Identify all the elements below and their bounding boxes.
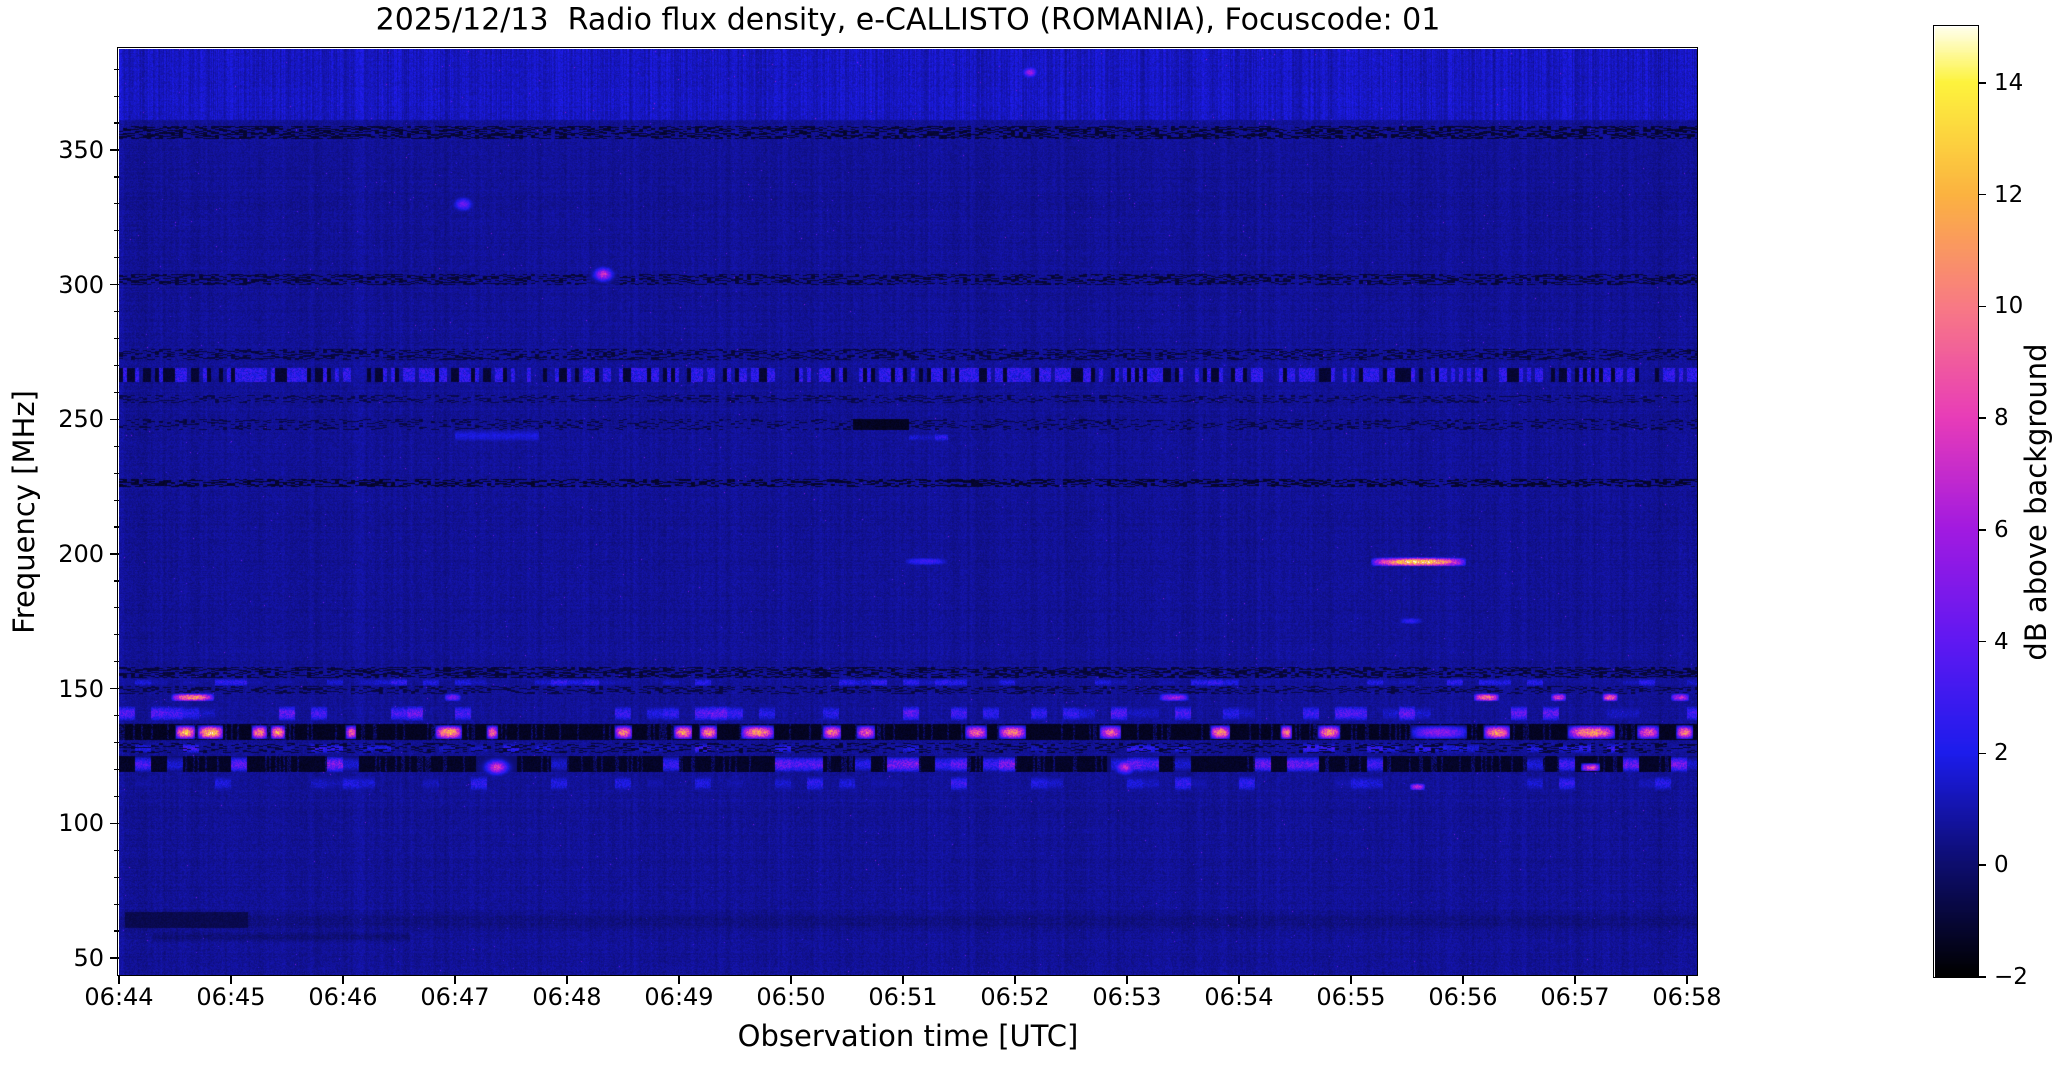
x-tick-label: 06:54: [1204, 983, 1274, 1011]
colorbar-tick: [1978, 417, 1986, 419]
y-minor-tick: [114, 526, 119, 528]
x-axis-tick: [1574, 975, 1576, 984]
y-axis-tick: [110, 957, 119, 959]
y-axis-tick: [110, 553, 119, 555]
y-tick-label: 300: [58, 270, 104, 299]
y-minor-tick: [114, 68, 119, 70]
y-minor-tick: [114, 122, 119, 124]
y-minor-tick: [114, 849, 119, 851]
chart-title: 2025/12/13 Radio flux density, e-CALLIST…: [375, 2, 1441, 38]
colorbar-tick: [1978, 640, 1986, 643]
y-minor-tick: [114, 741, 119, 744]
y-minor-tick: [114, 607, 119, 609]
x-tick-label: 06:46: [308, 983, 378, 1011]
y-minor-tick: [114, 715, 119, 717]
y-minor-tick: [114, 768, 119, 771]
colorbar-tick-label: 14: [1994, 69, 2024, 96]
y-axis-tick: [110, 149, 119, 151]
colorbar-tick: [1978, 193, 1986, 196]
x-tick-label: 06:45: [196, 983, 266, 1011]
y-minor-tick: [114, 930, 119, 932]
x-axis-tick: [1014, 975, 1016, 984]
y-tick-label: 250: [58, 405, 104, 434]
y-tick-label: 150: [58, 674, 104, 703]
y-minor-tick: [114, 903, 119, 905]
x-tick-label: 06:50: [756, 983, 826, 1011]
colorbar-tick-label: −2: [1994, 964, 2028, 990]
x-axis-tick: [566, 975, 568, 984]
y-minor-tick: [114, 95, 119, 97]
x-axis-tick: [1238, 975, 1240, 984]
colorbar-tick-label: 2: [1994, 740, 2009, 767]
colorbar-tick-label: 12: [1994, 181, 2024, 208]
y-tick-label: 200: [58, 540, 104, 569]
x-axis-tick: [118, 975, 120, 984]
y-minor-tick: [114, 580, 119, 582]
x-axis-tick: [1462, 975, 1464, 984]
colorbar-tick: [1978, 864, 1986, 867]
x-axis-tick: [1350, 975, 1352, 984]
y-axis-tick: [110, 418, 119, 421]
colorbar-tick: [1978, 752, 1986, 755]
y-minor-tick: [114, 472, 119, 474]
y-minor-tick: [114, 445, 119, 447]
y-minor-tick: [114, 499, 119, 501]
x-tick-label: 06:48: [532, 983, 602, 1011]
colorbar-tick-label: 6: [1994, 516, 2009, 543]
y-minor-tick: [114, 634, 119, 636]
x-tick-label: 06:51: [868, 983, 938, 1011]
y-minor-tick: [114, 257, 119, 259]
y-axis-tick: [110, 687, 119, 690]
colorbar-label: dB above background: [2019, 343, 2053, 661]
y-minor-tick: [114, 311, 119, 313]
x-axis-tick: [454, 975, 456, 984]
y-minor-tick: [114, 795, 119, 797]
x-tick-label: 06:57: [1540, 983, 1610, 1011]
y-minor-tick: [114, 364, 119, 367]
y-minor-tick: [114, 876, 119, 878]
x-axis-tick: [1126, 975, 1128, 984]
spectrogram-canvas: [119, 49, 1697, 975]
colorbar-tick: [1978, 305, 1986, 308]
y-axis-tick: [110, 283, 119, 286]
y-tick-label: 50: [73, 944, 104, 973]
y-axis-label: Frequency [MHz]: [7, 390, 41, 634]
x-axis-tick: [790, 975, 792, 984]
colorbar-tick: [1978, 529, 1986, 531]
x-tick-label: 06:55: [1316, 983, 1386, 1011]
y-minor-tick: [114, 337, 119, 340]
x-tick-label: 06:49: [644, 983, 714, 1011]
x-axis-tick: [342, 975, 344, 984]
x-tick-label: 06:52: [980, 983, 1050, 1011]
y-minor-tick: [114, 391, 119, 393]
x-tick-label: 06:47: [420, 983, 490, 1011]
colorbar-tick: [1978, 976, 1986, 978]
x-tick-label: 06:58: [1652, 983, 1722, 1011]
x-tick-label: 06:56: [1428, 983, 1498, 1011]
x-axis-tick: [1686, 975, 1688, 984]
x-tick-label: 06:53: [1092, 983, 1162, 1011]
x-axis-tick: [678, 975, 680, 984]
y-minor-tick: [114, 176, 119, 178]
y-tick-label: 100: [58, 809, 104, 838]
y-tick-label: 350: [58, 136, 104, 164]
y-minor-tick: [114, 230, 119, 232]
colorbar-canvas: [1935, 27, 1978, 977]
colorbar-tick-label: 0: [1994, 852, 2009, 879]
y-axis-tick: [110, 822, 119, 825]
x-axis-tick: [902, 975, 904, 984]
y-minor-tick: [114, 661, 119, 663]
colorbar-tick-label: 4: [1994, 628, 2009, 655]
x-tick-label: 06:44: [84, 983, 154, 1011]
colorbar-tick-label: 10: [1994, 293, 2024, 320]
colorbar-tick: [1978, 82, 1986, 84]
x-axis-tick: [230, 975, 232, 984]
x-axis-label: Observation time [UTC]: [737, 1019, 1079, 1053]
colorbar-tick-label: 8: [1994, 405, 2009, 432]
y-minor-tick: [114, 203, 119, 205]
